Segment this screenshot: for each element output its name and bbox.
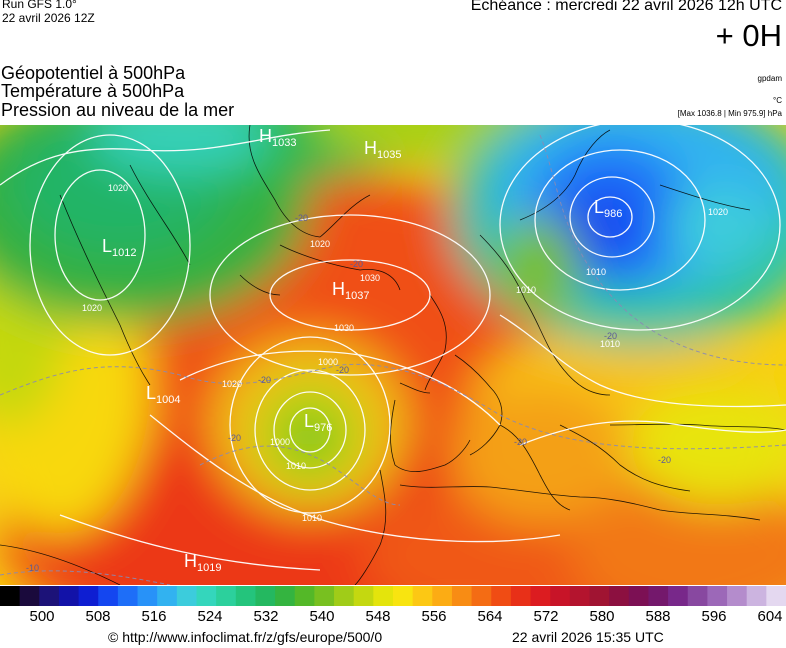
colorscale-swatch: [334, 586, 355, 606]
isobar-label: 1010: [516, 285, 536, 295]
colorscale-tick-label: 548: [365, 608, 391, 625]
title-temperature: Température à 500hPa: [1, 81, 185, 101]
isobar-label: 1010: [600, 339, 620, 349]
colorscale-swatch: [451, 586, 473, 606]
colorscale-bar: [0, 586, 786, 606]
colorscale-swatch: [412, 586, 433, 606]
colorscale-swatch: [216, 586, 237, 606]
colorscale-swatch: [668, 586, 689, 606]
colorscale-tick-label: 556: [421, 608, 447, 625]
colorscale-swatch: [746, 586, 767, 606]
pressure-range: [Max 1036.8 | Min 975.9] hPa: [677, 109, 782, 118]
colorscale-tick-label: 524: [197, 608, 223, 625]
run-time-label: 22 avril 2026 12Z: [2, 11, 95, 25]
isotherm-label: -20: [658, 455, 671, 465]
colorscale-swatch: [157, 586, 178, 606]
colorscale-swatch: [628, 586, 649, 606]
colorscale-swatch: [235, 586, 256, 606]
isotherm-label: -20: [228, 433, 241, 443]
isobar-label: 1030: [360, 273, 380, 283]
isobar-label: 1020: [222, 379, 242, 389]
unit-temperature: °C: [773, 96, 782, 105]
colorscale-swatch: [255, 586, 276, 606]
colorscale-swatch: [609, 586, 630, 606]
colorscale-swatch: [550, 586, 571, 606]
colorscale-swatch: [491, 586, 512, 606]
colorscale-swatch: [0, 586, 21, 606]
colorscale-swatch: [78, 586, 99, 606]
colorscale-swatch: [176, 586, 197, 606]
isobar-label: 1020: [708, 207, 728, 217]
colorscale-tick-label: 564: [477, 608, 503, 625]
isotherm-labels: -20 -20 -20 -20 -20 -20 -20 -20 -10: [26, 213, 671, 573]
colorscale-swatch: [58, 586, 80, 606]
isobar-label: 1010: [286, 461, 306, 471]
isobar-label: 1000: [318, 357, 338, 367]
isobar-labels: 1020 1020 1020 1030 1020 1030 1000 1010 1010 1000…: [82, 183, 728, 523]
colorscale-swatch: [727, 586, 748, 606]
isotherm-label: -20: [604, 331, 617, 341]
colorscale-swatch: [766, 586, 786, 606]
colorscale-swatch: [569, 586, 590, 606]
colorscale-swatch: [589, 586, 610, 606]
title-geopotential: Géopotentiel à 500hPa: [1, 63, 186, 83]
colorscale-swatch: [19, 586, 40, 606]
colorscale-tick-label: 516: [141, 608, 167, 625]
isotherm-label: -20: [350, 259, 363, 269]
colorscale-swatch: [510, 586, 532, 606]
colorscale-tick-label: 572: [533, 608, 559, 625]
isotherm-label: -10: [26, 563, 39, 573]
colorscale-tick-label: 596: [701, 608, 727, 625]
colorscale-tick-label: 580: [589, 608, 615, 625]
isobar-label: 1020: [108, 183, 128, 193]
colorscale-swatch: [137, 586, 158, 606]
colorscale-swatch: [530, 586, 551, 606]
run-label: Run GFS 1.0°: [2, 0, 77, 11]
isobar-label: 1030: [334, 323, 354, 333]
isobars: [0, 125, 786, 571]
colorscale-swatch: [373, 586, 394, 606]
colorscale-tick-label: 588: [645, 608, 671, 625]
isotherms: [0, 134, 786, 585]
title-pressure: Pression au niveau de la mer: [1, 100, 235, 120]
colorscale-swatch: [707, 586, 728, 606]
colorscale-tick-label: 604: [757, 608, 783, 625]
lead-time-label: + 0H: [715, 18, 782, 53]
isobar-label: 1020: [82, 303, 102, 313]
colorscale-tick-label: 500: [29, 608, 55, 625]
isobar-label: 1010: [302, 513, 322, 523]
isotherm-label: -20: [258, 375, 271, 385]
unit-geopotential: gpdam: [757, 74, 782, 83]
generated-time: 22 avril 2026 15:35 UTC: [512, 629, 664, 645]
colorscale-swatch: [196, 586, 217, 606]
colorscale-swatch: [314, 586, 335, 606]
isobar-label: 1010: [586, 267, 606, 277]
colorscale-tick-label: 540: [309, 608, 335, 625]
colorscale-swatch: [275, 586, 296, 606]
colorscale-swatch: [432, 586, 453, 606]
colorscale-swatch: [117, 586, 139, 606]
isotherm-label: -20: [514, 437, 527, 447]
credit-link[interactable]: © http://www.infoclimat.fr/z/gfs/europe/…: [108, 629, 383, 645]
isobar-label: 1000: [270, 437, 290, 447]
validity-label: Echéance : mercredi 22 avril 2026 12h UT…: [470, 0, 782, 14]
colorscale-tick-label: 508: [85, 608, 111, 625]
colorscale-swatch: [39, 586, 60, 606]
geopotential-field: [0, 125, 786, 585]
colorscale-swatch: [294, 586, 315, 606]
isobar-label: 1020: [310, 239, 330, 249]
isotherm-label: -20: [336, 365, 349, 375]
colorscale-swatch: [353, 586, 374, 606]
colorscale-tick-label: 532: [253, 608, 279, 625]
colorscale-swatch: [471, 586, 492, 606]
colorscale-swatch: [393, 586, 414, 606]
colorscale-swatch: [687, 586, 708, 606]
colorscale-swatch: [98, 586, 119, 606]
isotherm-label: -20: [295, 213, 308, 223]
colorscale-swatch: [648, 586, 669, 606]
